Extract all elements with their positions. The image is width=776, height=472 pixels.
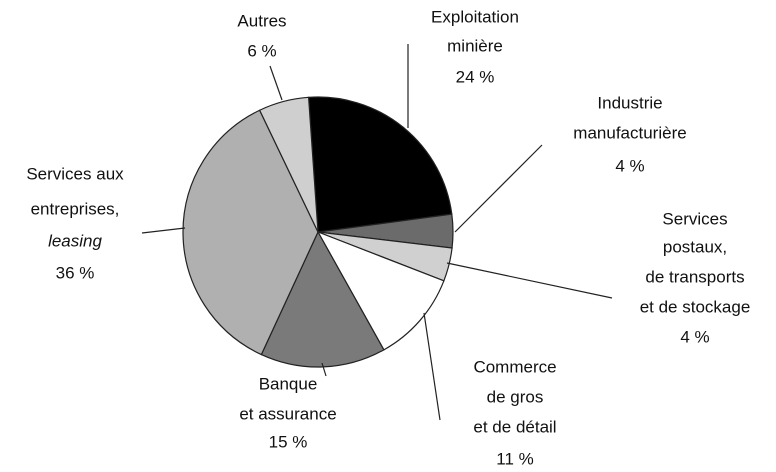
leader-line (446, 262, 613, 299)
slice-label: postaux, (663, 237, 727, 256)
slice-label: Commerce (473, 357, 556, 376)
slice-label: Exploitation (431, 7, 519, 26)
slice-label: Services aux (26, 164, 124, 183)
slice-value-label: 4 % (615, 156, 644, 175)
slice-label: Autres (237, 11, 286, 30)
slice-label: manufacturière (573, 123, 686, 142)
pie-slice (316, 230, 445, 351)
slice-label: et de détail (473, 417, 556, 436)
pie-slice (258, 96, 319, 233)
slice-label: Banque (259, 374, 318, 393)
slice-label: et de stockage (640, 297, 751, 316)
slice-label: de gros (487, 387, 544, 406)
slice-value-label: 6 % (247, 41, 276, 60)
slice-value-label: 11 % (496, 449, 534, 468)
slice-value-label: 15 % (269, 432, 308, 451)
slice-label: Services (662, 209, 727, 228)
slice-value-label: 36 % (56, 263, 95, 282)
leader-line (269, 65, 283, 101)
slice-label: Industrie (597, 93, 662, 112)
slice-value-label: 24 % (456, 67, 495, 86)
slice-label: et assurance (239, 404, 336, 423)
slice-label: entreprises, (31, 199, 120, 218)
slice-label: leasing (48, 231, 102, 250)
slice-label: de transports (645, 267, 744, 286)
leader-line (454, 144, 543, 233)
pie-slice (307, 96, 453, 233)
leader-line (321, 362, 327, 377)
leader-line (141, 227, 186, 234)
pie-slice (182, 109, 319, 356)
slice-value-label: 4 % (680, 327, 709, 346)
slice-label: minière (447, 36, 503, 55)
leader-line (423, 312, 441, 421)
